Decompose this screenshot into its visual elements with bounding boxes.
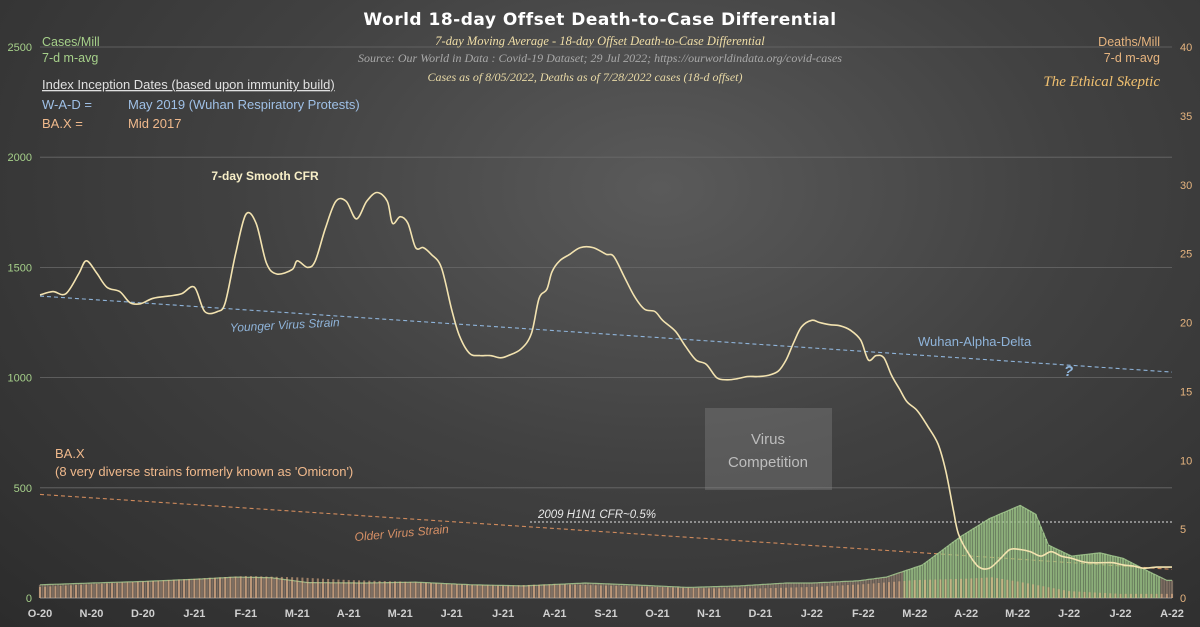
x-tick-label: A-21 (543, 608, 567, 620)
x-tick-label: F-22 (852, 608, 875, 620)
right-tick-label: 10 (1180, 455, 1192, 467)
index-key-wad: W-A-D = (42, 97, 92, 112)
chart-title: World 18-day Offset Death-to-Case Differ… (363, 10, 836, 30)
cfr-label: 7-day Smooth CFR (211, 169, 319, 183)
x-tick-label: J-21 (492, 608, 514, 620)
right-tick-label: 30 (1180, 180, 1192, 192)
older-strain-label: Older Virus Strain (354, 522, 450, 544)
bax-title: BA.X (55, 446, 85, 461)
competition-box (705, 408, 832, 490)
wad-label: Wuhan-Alpha-Delta (918, 334, 1032, 349)
cases-line (39, 504, 1172, 589)
x-tick-label: M-22 (902, 608, 927, 620)
left-tick-label: 1000 (8, 373, 32, 385)
right-tick-label: 15 (1180, 386, 1192, 398)
left-tick-label: 0 (26, 593, 32, 605)
x-tick-label: M-21 (388, 608, 413, 620)
cfr-series (39, 191, 1173, 570)
left-tick-label: 2000 (8, 152, 32, 164)
x-tick-label: J-22 (1058, 608, 1080, 620)
x-tick-label: J-22 (1110, 608, 1132, 620)
x-tick-label: J-22 (801, 608, 823, 620)
right-tick-label: 35 (1180, 111, 1192, 123)
right-tick-label: 5 (1180, 524, 1186, 536)
chart-subtitle: 7-day Moving Average - 18-day Offset Dea… (435, 34, 765, 48)
x-tick-label: A-22 (1160, 608, 1184, 620)
x-tick-label: S-21 (594, 608, 617, 620)
x-tick-label: J-21 (441, 608, 463, 620)
x-tick-label: J-21 (183, 608, 205, 620)
right-tick-label: 20 (1180, 318, 1192, 330)
competition-line2: Competition (728, 454, 808, 471)
competition-line1: Virus (751, 431, 785, 448)
left-tick-label: 500 (14, 483, 32, 495)
left-axis-label: Cases/Mill (42, 35, 100, 49)
x-tick-label: N-20 (80, 608, 104, 620)
x-tick-label: M-21 (285, 608, 310, 620)
younger-strain-trendline (39, 295, 1173, 373)
left-axis-sublabel: 7-d m-avg (42, 51, 98, 65)
x-tick-label: M-22 (1005, 608, 1030, 620)
right-tick-label: 40 (1180, 42, 1192, 54)
x-tick-label: A-22 (954, 608, 978, 620)
index-value-wad: May 2019 (Wuhan Respiratory Protests) (128, 97, 360, 112)
chart-source: Source: Our World in Data : Covid-19 Dat… (358, 51, 842, 65)
x-tick-label: F-21 (235, 608, 258, 620)
x-tick-label: N-21 (697, 608, 721, 620)
index-key-bax: BA.X = (42, 116, 83, 131)
axis-ticks: 0 500 1000 1500 2000 2500 0 5 10 15 20 25 30 35 40 O-20… (8, 42, 1193, 620)
index-value-bax: Mid 2017 (128, 116, 181, 131)
younger-strain-label: Younger Virus Strain (230, 315, 341, 335)
bax-description: (8 very diverse strains formerly known a… (55, 464, 353, 479)
x-tick-label: A-21 (337, 608, 361, 620)
deaths-series (39, 575, 1173, 598)
x-tick-label: D-20 (131, 608, 155, 620)
left-tick-label: 2500 (8, 42, 32, 54)
brand-logo: The Ethical Skeptic (1043, 74, 1160, 90)
chart-asof: Cases as of 8/05/2022, Deaths as of 7/28… (428, 70, 743, 84)
h1n1-label: 2009 H1N1 CFR~0.5% (537, 509, 656, 521)
x-tick-label: O-21 (645, 608, 669, 620)
right-axis-sublabel: 7-d m-avg (1104, 51, 1160, 65)
right-tick-label: 25 (1180, 249, 1192, 261)
question-mark: ? (1064, 363, 1073, 380)
left-tick-label: 1500 (8, 262, 32, 274)
x-tick-label: D-21 (748, 608, 772, 620)
index-heading: Index Inception Dates (based upon immuni… (42, 77, 335, 92)
cfr-line (39, 191, 1173, 570)
right-axis-label: Deaths/Mill (1098, 35, 1160, 49)
right-tick-label: 0 (1180, 593, 1186, 605)
x-tick-label: O-20 (28, 608, 52, 620)
